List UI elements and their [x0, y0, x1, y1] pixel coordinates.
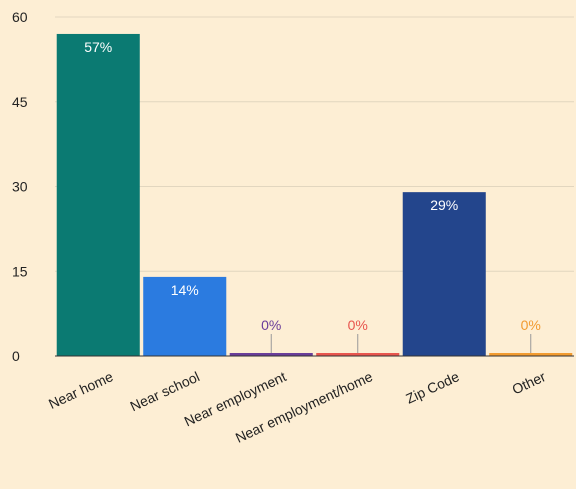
data-label: 14% — [171, 282, 199, 298]
data-label: 57% — [84, 39, 112, 55]
y-tick-label: 30 — [12, 179, 28, 195]
data-label: 0% — [261, 317, 281, 333]
data-label: 0% — [521, 317, 541, 333]
bar — [402, 192, 486, 356]
bar — [316, 353, 400, 356]
x-tick-label: Near school — [128, 368, 202, 414]
bars — [56, 33, 573, 356]
data-labels: 57% 14% 0% 0% 29% 0% — [84, 39, 541, 353]
y-tick-label: 0 — [12, 348, 20, 364]
x-tick-label: Zip Code — [403, 368, 461, 407]
y-tick-label: 15 — [12, 263, 28, 279]
data-label: 0% — [348, 317, 368, 333]
x-tick-label: Near home — [46, 368, 116, 412]
y-tick-label: 45 — [12, 94, 28, 110]
y-tick-label: 60 — [12, 9, 28, 25]
bar — [489, 353, 573, 356]
x-tick-label: Near employment/home — [233, 368, 375, 446]
x-tick-label: Other — [510, 368, 549, 397]
data-label: 29% — [430, 197, 458, 213]
gridlines — [55, 16, 574, 272]
bar — [229, 353, 313, 356]
y-axis-ticks: 0 15 30 45 60 — [12, 9, 28, 364]
bar — [143, 276, 227, 356]
bar — [56, 33, 140, 356]
